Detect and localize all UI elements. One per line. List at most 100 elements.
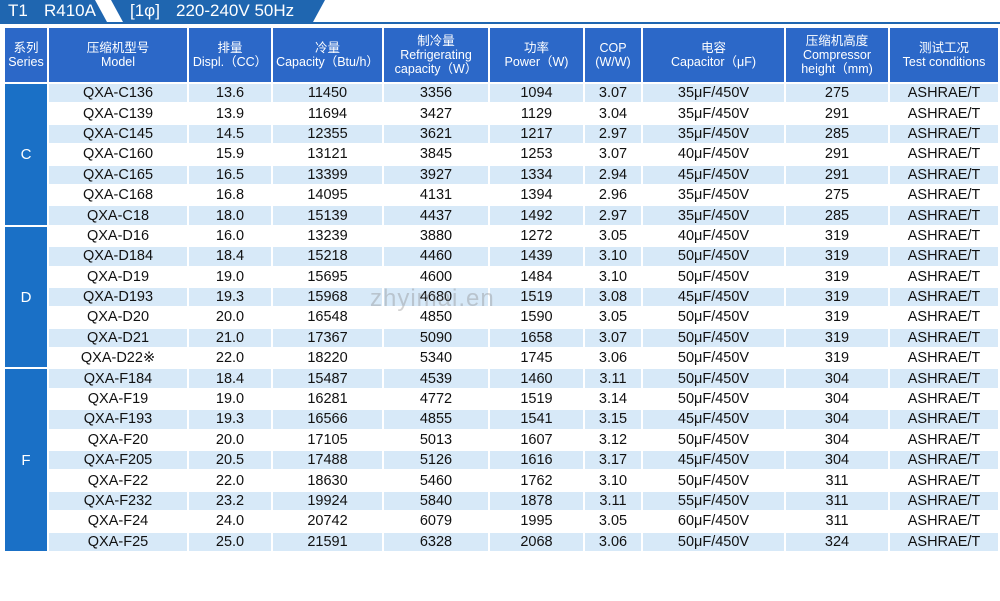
cell-power: 1519 — [488, 388, 585, 411]
cell-model: QXA-C18 — [47, 205, 189, 227]
cell-compressor-height: 304 — [784, 429, 890, 452]
table-row: QXA-F22 22.0 18630 5460 1762 3.10 50μF/450V 311… — [4, 470, 1000, 492]
cell-displacement: 16.5 — [187, 164, 273, 186]
cell-refrigerating-capacity: 5126 — [382, 450, 490, 472]
cell-compressor-height: 285 — [784, 205, 890, 227]
header-test-conditions-cn: 测试工况 — [918, 41, 969, 55]
header-model: 压缩机型号 Model — [47, 26, 189, 84]
header-series: 系列 Series — [3, 26, 49, 84]
cell-power: 1217 — [488, 123, 585, 146]
cell-capacity-btu: 14095 — [271, 184, 384, 207]
cell-power: 1129 — [488, 103, 585, 125]
cell-capacity-btu: 18220 — [271, 348, 384, 370]
header-displacement: 排量 Displ.（CC） — [187, 26, 273, 84]
cell-compressor-height: 291 — [784, 144, 890, 166]
cell-test-conditions: ASHRAE/T — [888, 429, 1000, 452]
cell-test-conditions: ASHRAE/T — [888, 531, 1000, 554]
cell-compressor-height: 311 — [784, 490, 890, 513]
cell-test-conditions: ASHRAE/T — [888, 511, 1000, 533]
cell-capacity-btu: 16281 — [271, 388, 384, 411]
table-row: QXA-F20 20.0 17105 5013 1607 3.12 50μF/450V 304… — [4, 429, 1000, 452]
cell-test-conditions: ASHRAE/T — [888, 246, 1000, 268]
cell-model: QXA-F24 — [47, 511, 189, 533]
cell-cop: 3.17 — [583, 450, 643, 472]
cell-capacitor: 55μF/450V — [641, 490, 786, 513]
header-cop: COP (W/W) — [583, 26, 643, 84]
cell-compressor-height: 275 — [784, 83, 890, 105]
table-row: QXA-D21 21.0 17367 5090 1658 3.07 50μF/450V 319… — [4, 327, 1000, 350]
cell-capacitor: 50μF/450V — [641, 368, 786, 390]
cell-cop: 3.15 — [583, 409, 643, 431]
cell-capacity-btu: 15487 — [271, 368, 384, 390]
cell-power: 1762 — [488, 470, 585, 492]
cell-compressor-height: 319 — [784, 327, 890, 350]
cell-compressor-height: 304 — [784, 368, 890, 390]
cell-refrigerating-capacity: 4680 — [382, 286, 490, 309]
table-row: QXA-D20 20.0 16548 4850 1590 3.05 50μF/450V 319… — [4, 307, 1000, 329]
cell-test-conditions: ASHRAE/T — [888, 368, 1000, 390]
cell-cop: 3.10 — [583, 246, 643, 268]
cell-compressor-height: 319 — [784, 246, 890, 268]
header-series-cn: 系列 — [13, 41, 39, 55]
banner-shape — [0, 0, 325, 22]
cell-refrigerating-capacity: 5840 — [382, 490, 490, 513]
cell-capacitor: 50μF/450V — [641, 388, 786, 411]
cell-compressor-height: 275 — [784, 184, 890, 207]
banner-refrigerant: R410A — [44, 1, 96, 20]
cell-displacement: 24.0 — [187, 511, 273, 533]
cell-test-conditions: ASHRAE/T — [888, 450, 1000, 472]
table-row: QXA-F232 23.2 19924 5840 1878 3.11 55μF/450V 31… — [4, 490, 1000, 513]
cell-cop: 3.11 — [583, 368, 643, 390]
cell-refrigerating-capacity: 4131 — [382, 184, 490, 207]
cell-model: QXA-C165 — [47, 164, 189, 186]
table-row: QXA-C168 16.8 14095 4131 1394 2.96 35μF/450V 27… — [4, 184, 1000, 207]
cell-compressor-height: 319 — [784, 266, 890, 288]
cell-test-conditions: ASHRAE/T — [888, 205, 1000, 227]
cell-displacement: 16.8 — [187, 184, 273, 207]
cell-refrigerating-capacity: 6079 — [382, 511, 490, 533]
cell-displacement: 15.9 — [187, 144, 273, 166]
cell-capacitor: 50μF/450V — [641, 266, 786, 288]
cell-refrigerating-capacity: 3427 — [382, 103, 490, 125]
cell-refrigerating-capacity: 4855 — [382, 409, 490, 431]
cell-compressor-height: 304 — [784, 450, 890, 472]
cell-displacement: 25.0 — [187, 531, 273, 554]
cell-test-conditions: ASHRAE/T — [888, 225, 1000, 248]
cell-test-conditions: ASHRAE/T — [888, 103, 1000, 125]
cell-displacement: 20.5 — [187, 450, 273, 472]
cell-cop: 3.07 — [583, 144, 643, 166]
cell-capacity-btu: 12355 — [271, 123, 384, 146]
series-cell: F — [3, 368, 49, 553]
cell-test-conditions: ASHRAE/T — [888, 123, 1000, 146]
table-row: QXA-C139 13.9 11694 3427 1129 3.04 35μF/450V 29… — [4, 103, 1000, 125]
cell-displacement: 16.0 — [187, 225, 273, 248]
table-row: QXA-C165 16.5 13399 3927 1334 2.94 45μF/450V 29… — [4, 164, 1000, 186]
header-capacity-btu-en: Capacity（Btu/h） — [276, 55, 379, 69]
cell-cop: 3.12 — [583, 429, 643, 452]
series-cell: C — [3, 83, 49, 227]
cell-capacitor: 35μF/450V — [641, 103, 786, 125]
banner-power: 220-240V 50Hz — [176, 1, 295, 20]
cell-displacement: 19.3 — [187, 286, 273, 309]
cell-capacity-btu: 20742 — [271, 511, 384, 533]
cell-model: QXA-C139 — [47, 103, 189, 125]
header-cop-cn: COP — [599, 41, 627, 55]
cell-compressor-height: 319 — [784, 225, 890, 248]
table-row: QXA-D184 18.4 15218 4460 1439 3.10 50μF/450V 31… — [4, 246, 1000, 268]
cell-cop: 3.04 — [583, 103, 643, 125]
cell-capacitor: 50μF/450V — [641, 429, 786, 452]
cell-compressor-height: 319 — [784, 307, 890, 329]
header-power-cn: 功率 — [523, 41, 549, 55]
cell-displacement: 13.9 — [187, 103, 273, 125]
cell-refrigerating-capacity: 5013 — [382, 429, 490, 452]
cell-capacitor: 40μF/450V — [641, 144, 786, 166]
cell-capacity-btu: 15968 — [271, 286, 384, 309]
cell-cop: 3.10 — [583, 266, 643, 288]
cell-cop: 3.14 — [583, 388, 643, 411]
cell-test-conditions: ASHRAE/T — [888, 348, 1000, 370]
cell-capacitor: 35μF/450V — [641, 123, 786, 146]
cell-displacement: 19.3 — [187, 409, 273, 431]
cell-capacity-btu: 15139 — [271, 205, 384, 227]
table-body: C QXA-C136 13.6 11450 3356 1094 3.07 35μF/450V 2… — [3, 83, 1000, 554]
cell-model: QXA-D193 — [47, 286, 189, 309]
